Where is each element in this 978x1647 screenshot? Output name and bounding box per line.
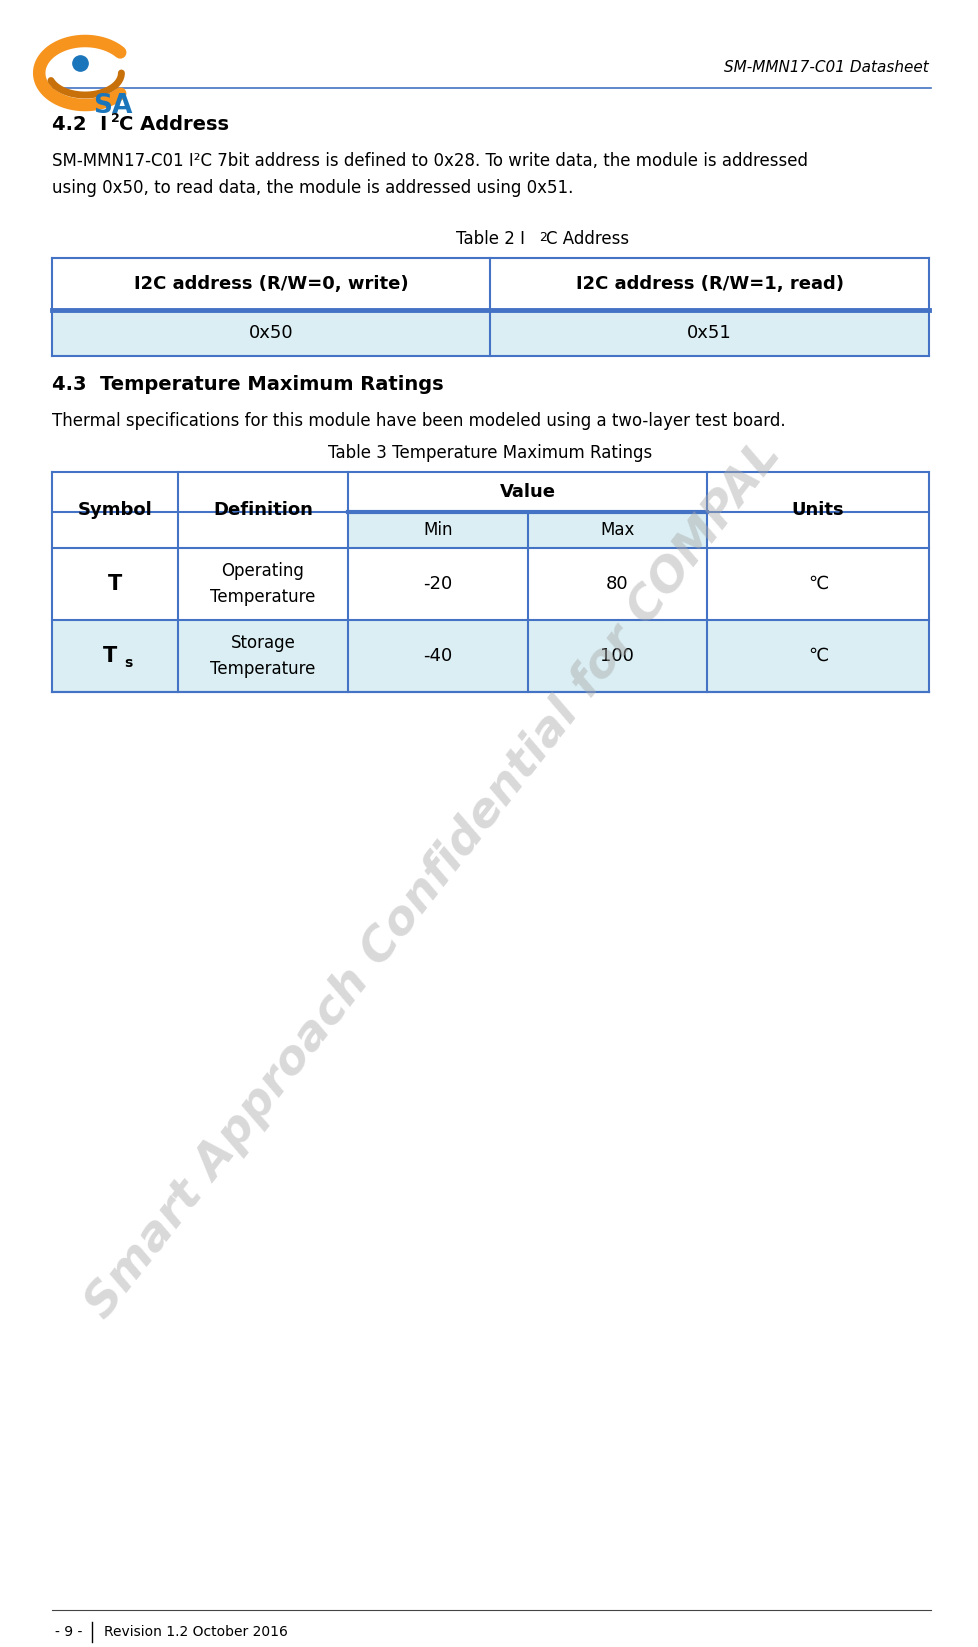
Text: Thermal specifications for this module have been modeled using a two-layer test : Thermal specifications for this module h… xyxy=(52,412,784,430)
Bar xyxy=(706,512,928,548)
Text: s: s xyxy=(124,656,132,670)
Text: 2: 2 xyxy=(111,112,119,125)
Bar xyxy=(347,512,706,548)
Text: Operating
Temperature: Operating Temperature xyxy=(210,563,315,606)
Text: 0x51: 0x51 xyxy=(687,324,732,343)
Text: SM-MMN17-C01 Datasheet: SM-MMN17-C01 Datasheet xyxy=(724,61,928,76)
Text: -40: -40 xyxy=(422,647,452,665)
Text: Table 2 I: Table 2 I xyxy=(456,231,524,249)
Text: Min: Min xyxy=(422,520,452,539)
Text: 80: 80 xyxy=(605,575,628,593)
Bar xyxy=(52,473,928,512)
Text: 0x50: 0x50 xyxy=(248,324,293,343)
Text: I2C address (R/W=1, read): I2C address (R/W=1, read) xyxy=(575,275,843,293)
Text: - 9 -: - 9 - xyxy=(55,1626,82,1639)
Text: SA: SA xyxy=(93,92,132,119)
Text: Storage
Temperature: Storage Temperature xyxy=(210,634,315,677)
Text: Smart Approach Confidential for COMPAL: Smart Approach Confidential for COMPAL xyxy=(77,433,789,1327)
Text: T: T xyxy=(103,646,117,665)
Bar xyxy=(52,512,347,548)
Text: ℃: ℃ xyxy=(807,575,827,593)
Text: 4.3  Temperature Maximum Ratings: 4.3 Temperature Maximum Ratings xyxy=(52,376,443,394)
Text: ℃: ℃ xyxy=(807,647,827,665)
Text: Max: Max xyxy=(600,520,634,539)
Text: 2: 2 xyxy=(539,231,547,244)
Text: T: T xyxy=(108,575,121,595)
Text: C Address: C Address xyxy=(118,115,228,133)
Text: 4.2  I: 4.2 I xyxy=(52,115,107,133)
Text: Definition: Definition xyxy=(212,501,312,519)
Bar xyxy=(52,548,928,619)
Text: Revision 1.2 October 2016: Revision 1.2 October 2016 xyxy=(104,1626,288,1639)
Text: -20: -20 xyxy=(422,575,452,593)
Text: Value: Value xyxy=(499,483,555,501)
Text: SM-MMN17-C01 I²C 7bit address is defined to 0x28. To write data, the module is a: SM-MMN17-C01 I²C 7bit address is defined… xyxy=(52,152,807,198)
Text: Table 3 Temperature Maximum Ratings: Table 3 Temperature Maximum Ratings xyxy=(328,445,651,463)
Bar xyxy=(52,259,928,310)
Text: C Address: C Address xyxy=(545,231,628,249)
Bar xyxy=(52,310,928,356)
Text: 100: 100 xyxy=(600,647,634,665)
Bar xyxy=(52,619,928,692)
Text: Symbol: Symbol xyxy=(77,501,152,519)
Text: Units: Units xyxy=(791,501,843,519)
Text: I2C address (R/W=0, write): I2C address (R/W=0, write) xyxy=(134,275,408,293)
